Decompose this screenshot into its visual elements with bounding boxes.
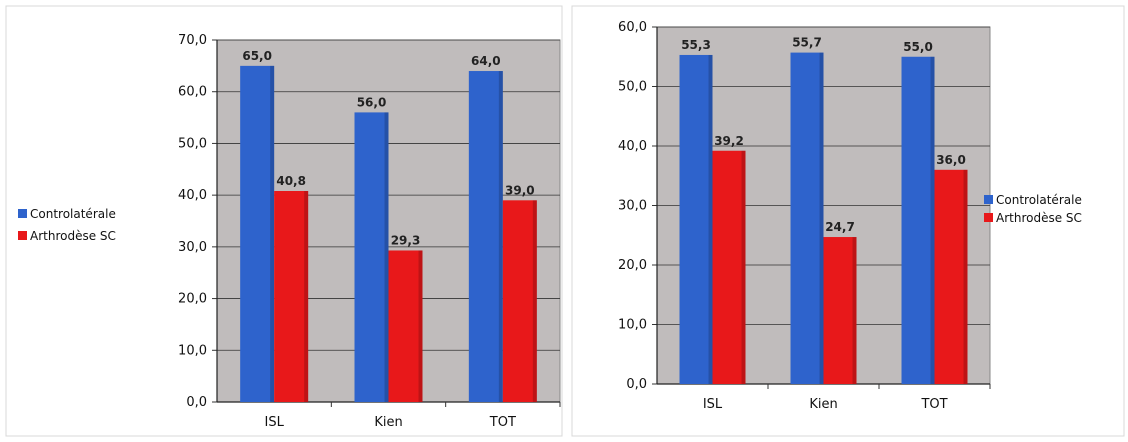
data-label: 55,3 xyxy=(681,38,711,52)
bar xyxy=(502,200,537,402)
y-tick-label: 20,0 xyxy=(178,292,207,307)
x-tick-label: TOT xyxy=(920,397,947,412)
bar-shade xyxy=(270,65,275,402)
bar-shade xyxy=(930,56,935,384)
bar xyxy=(679,54,713,385)
bar xyxy=(274,191,309,402)
chart-frame xyxy=(571,5,1125,437)
legend-swatch xyxy=(984,195,993,204)
data-label: 56,0 xyxy=(357,95,387,109)
bar xyxy=(934,169,968,384)
bar xyxy=(240,65,275,402)
legend-label: Controlatérale xyxy=(30,207,116,221)
x-tick-label: ISL xyxy=(264,415,284,430)
legend-swatch xyxy=(18,231,27,240)
y-tick-label: 10,0 xyxy=(618,318,647,333)
chart-panel-left: 0,0 10,0 20,0 30,0 40,0 50,0 60,0 70,0 ISL 65,0 40… xyxy=(5,5,563,437)
data-label: 55,0 xyxy=(903,40,933,54)
bar xyxy=(468,71,503,403)
y-tick-label: 10,0 xyxy=(178,343,207,358)
bar xyxy=(790,52,824,385)
bar xyxy=(712,150,746,384)
bar-shade xyxy=(819,52,824,385)
bar-shade xyxy=(498,71,503,403)
data-label: 39,2 xyxy=(714,134,744,148)
bar-shade xyxy=(384,112,389,403)
data-label: 55,7 xyxy=(792,36,822,50)
y-tick-label: 0,0 xyxy=(186,395,207,410)
y-tick-label: 30,0 xyxy=(178,240,207,255)
legend-swatch xyxy=(984,213,993,222)
y-tick-label: 20,0 xyxy=(618,258,647,273)
y-tick-label: 70,0 xyxy=(178,33,207,48)
y-tick-label: 60,0 xyxy=(618,20,647,35)
y-tick-label: 50,0 xyxy=(618,80,647,95)
y-tick-label: 0,0 xyxy=(626,377,647,392)
chart-panel-right: 0,0 10,0 20,0 30,0 40,0 50,0 60,0 ISL 55,3 39,2 Ki… xyxy=(570,0,1128,442)
legend-label: Arthrodèse SC xyxy=(996,211,1082,225)
bar-shade xyxy=(852,237,857,384)
bar-shade xyxy=(418,250,423,402)
y-tick-label: 40,0 xyxy=(178,188,207,203)
data-label: 40,8 xyxy=(276,174,306,188)
bar-shade xyxy=(963,169,968,384)
chart-frame xyxy=(5,5,563,437)
data-label: 65,0 xyxy=(242,49,272,63)
data-label: 39,0 xyxy=(505,183,535,197)
bar xyxy=(823,237,857,384)
bar xyxy=(354,112,389,403)
bar-chart-right: 0,0 10,0 20,0 30,0 40,0 50,0 60,0 ISL 55,3 39,2 Ki… xyxy=(571,5,1125,437)
bar-shade xyxy=(304,191,309,402)
x-tick-label: Kien xyxy=(374,415,402,430)
legend-label: Arthrodèse SC xyxy=(30,229,116,243)
x-tick-label: ISL xyxy=(703,397,723,412)
x-tick-label: TOT xyxy=(489,415,516,430)
legend-swatch xyxy=(18,209,27,218)
bar-shade xyxy=(741,150,746,384)
y-tick-label: 60,0 xyxy=(178,85,207,100)
bar-shade xyxy=(532,200,537,402)
bar xyxy=(388,250,423,402)
data-label: 36,0 xyxy=(936,153,966,167)
data-label: 64,0 xyxy=(471,54,501,68)
data-label: 24,7 xyxy=(825,220,855,234)
y-tick-label: 50,0 xyxy=(178,136,207,151)
y-tick-label: 40,0 xyxy=(618,139,647,154)
bar-chart-left: 0,0 10,0 20,0 30,0 40,0 50,0 60,0 70,0 ISL 65,0 40… xyxy=(5,5,563,437)
bar xyxy=(901,56,935,384)
bar-shade xyxy=(708,54,713,385)
y-tick-label: 30,0 xyxy=(618,199,647,214)
data-label: 29,3 xyxy=(391,233,421,247)
x-tick-label: Kien xyxy=(809,397,837,412)
legend-label: Controlatérale xyxy=(996,193,1082,207)
